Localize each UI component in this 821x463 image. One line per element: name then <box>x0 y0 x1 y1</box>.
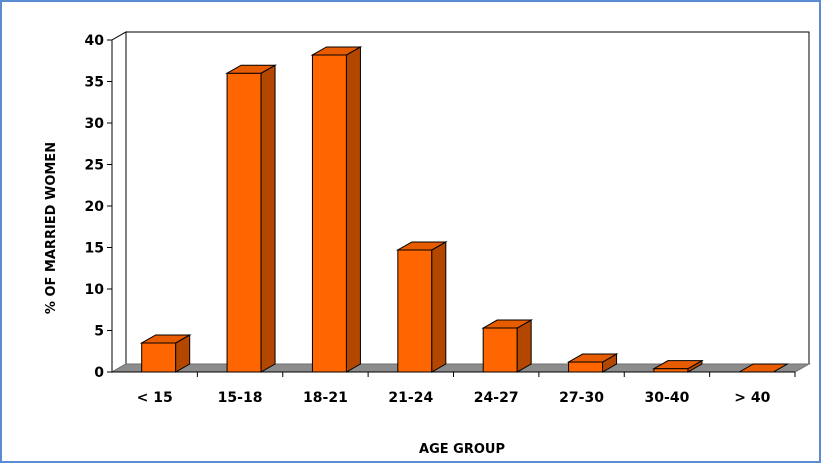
y-tick-label: 0 <box>94 365 104 381</box>
y-tick-label: 30 <box>85 116 105 132</box>
bar-top <box>737 363 790 373</box>
x-tick-label: 24-27 <box>474 390 519 406</box>
bar-front <box>141 342 177 373</box>
bar-side <box>431 241 447 373</box>
bar-front <box>482 327 518 373</box>
bar-top <box>566 353 619 363</box>
y-tick-labels: 0 5 10 15 20 25 30 35 40 <box>85 33 112 381</box>
bar <box>225 64 277 373</box>
bar-side <box>345 46 361 373</box>
x-tick-labels: < 15 15-18 18-21 21-24 24-27 27-30 30-40 > 40 <box>137 372 796 406</box>
x-tick-label: 30-40 <box>645 390 690 406</box>
x-tick-label: 18-21 <box>303 390 348 406</box>
bar-top <box>395 241 448 251</box>
bar-side <box>516 319 532 373</box>
y-tick-label: 20 <box>85 199 105 215</box>
bar-top <box>652 360 704 370</box>
bar-front <box>568 361 604 373</box>
y-tick-label: 25 <box>85 158 104 174</box>
bar <box>395 241 448 373</box>
left-wall <box>111 31 127 373</box>
bar <box>566 353 619 373</box>
y-axis-title: % OF MARRIED WOMEN <box>44 142 59 314</box>
bars <box>139 46 790 373</box>
bar-front <box>397 249 433 373</box>
plot-wall <box>111 31 810 373</box>
x-tick-label: 15-18 <box>218 390 263 406</box>
x-axis-title: AGE GROUP <box>419 442 505 457</box>
bar-front <box>226 72 262 373</box>
bar <box>652 359 704 373</box>
bar-front <box>311 54 347 373</box>
bar-side <box>260 64 276 373</box>
y-tick-label: 15 <box>85 241 104 257</box>
x-tick-label: 27-30 <box>559 390 604 406</box>
y-tick-label: 10 <box>85 282 105 298</box>
bar-top <box>139 334 192 344</box>
bar <box>139 334 192 373</box>
y-tick-label: 40 <box>85 33 105 49</box>
y-tick-label: 5 <box>94 324 104 340</box>
x-tick-label: < 15 <box>137 390 173 406</box>
bar <box>737 363 790 373</box>
bar-top <box>310 46 363 56</box>
floor <box>110 363 811 373</box>
x-tick-label: > 40 <box>734 390 770 406</box>
bar-top <box>225 64 277 74</box>
x-tick-label: 21-24 <box>388 390 433 406</box>
bar <box>310 46 363 373</box>
y-tick-label: 35 <box>85 75 104 91</box>
bar-top <box>481 319 534 329</box>
bar <box>481 319 534 373</box>
